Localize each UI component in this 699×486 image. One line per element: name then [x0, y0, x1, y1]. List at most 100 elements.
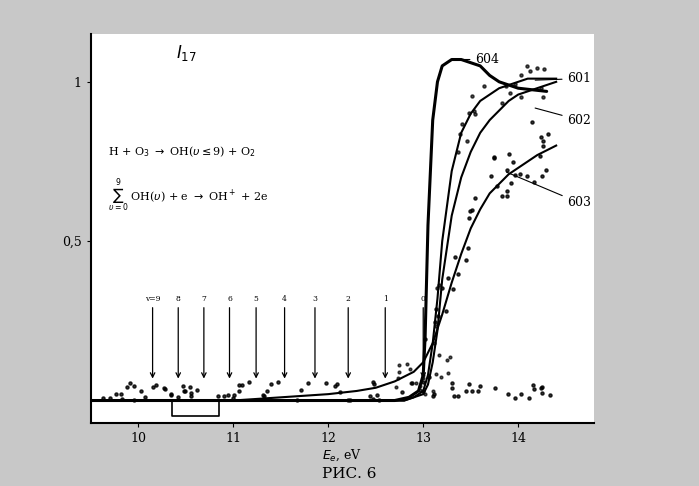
Text: 603: 603: [507, 172, 591, 209]
Text: $I_{17}$: $I_{17}$: [176, 43, 197, 63]
Point: [417, 388, 428, 396]
Point: [428, 387, 439, 395]
Point: [415, 382, 426, 389]
Point: [502, 166, 513, 174]
Point: [150, 381, 161, 389]
Text: 4: 4: [282, 295, 287, 303]
Point: [521, 173, 533, 180]
Point: [433, 351, 445, 359]
Text: 0: 0: [421, 295, 426, 303]
Point: [496, 100, 507, 107]
Point: [538, 137, 549, 145]
Point: [428, 390, 440, 398]
Point: [233, 381, 245, 389]
Text: H + O$_3$ $\rightarrow$ OH($\upsilon$$\leq$9) + O$_2$: H + O$_3$ $\rightarrow$ OH($\upsilon$$\l…: [108, 145, 256, 159]
Text: 3: 3: [312, 295, 317, 303]
Point: [502, 187, 513, 194]
Point: [414, 385, 425, 393]
Point: [470, 110, 481, 118]
Point: [540, 166, 552, 174]
Point: [329, 382, 340, 390]
Point: [505, 179, 517, 187]
Point: [515, 71, 526, 79]
Point: [503, 390, 514, 398]
Point: [407, 380, 418, 387]
Point: [179, 387, 190, 395]
Point: [447, 379, 458, 387]
Point: [212, 392, 224, 400]
Point: [449, 253, 461, 260]
Point: [420, 390, 431, 398]
Point: [464, 207, 475, 215]
Point: [525, 67, 536, 74]
Point: [139, 393, 150, 401]
Point: [441, 357, 452, 364]
Point: [486, 172, 497, 179]
Point: [454, 130, 466, 138]
Point: [463, 380, 475, 388]
Point: [135, 387, 146, 395]
Point: [463, 244, 474, 252]
Point: [474, 382, 485, 390]
Point: [537, 142, 548, 150]
Point: [463, 109, 475, 117]
Point: [428, 339, 440, 347]
Point: [124, 379, 136, 387]
Point: [436, 284, 447, 292]
Point: [233, 387, 245, 395]
Point: [401, 360, 412, 367]
Text: v=9: v=9: [145, 295, 160, 303]
Point: [394, 361, 405, 368]
Point: [423, 373, 434, 381]
Point: [431, 284, 442, 292]
Point: [266, 380, 277, 388]
Point: [223, 391, 234, 399]
Point: [468, 107, 479, 115]
Point: [184, 383, 195, 391]
Point: [291, 396, 303, 404]
Point: [434, 281, 445, 289]
Point: [479, 82, 490, 90]
Point: [515, 390, 526, 398]
Point: [369, 380, 380, 387]
Point: [391, 383, 402, 391]
Point: [514, 171, 526, 178]
Point: [461, 387, 472, 395]
Point: [365, 392, 376, 400]
Text: $\sum_{\upsilon=0}^{9}$ OH($\upsilon$) + e $\rightarrow$ OH$^+$ + 2e: $\sum_{\upsilon=0}^{9}$ OH($\upsilon$) +…: [108, 178, 268, 215]
Point: [178, 387, 189, 395]
Point: [115, 390, 127, 398]
Point: [344, 397, 355, 404]
Point: [186, 389, 197, 397]
Point: [393, 374, 404, 382]
Point: [526, 118, 538, 126]
Point: [523, 394, 534, 402]
Point: [503, 150, 514, 158]
Point: [372, 391, 383, 399]
Point: [534, 152, 545, 160]
Point: [507, 158, 519, 166]
Point: [467, 92, 478, 100]
Point: [528, 178, 540, 186]
Point: [461, 137, 473, 145]
Point: [542, 130, 554, 138]
Point: [532, 64, 543, 72]
Point: [257, 391, 268, 399]
Point: [430, 318, 441, 326]
Point: [527, 381, 538, 389]
Point: [178, 382, 189, 390]
Point: [431, 322, 442, 330]
Point: [166, 390, 177, 398]
Point: [147, 382, 159, 390]
Point: [442, 369, 454, 377]
Point: [227, 395, 238, 402]
Point: [394, 368, 405, 376]
Point: [185, 392, 196, 400]
Point: [417, 378, 428, 385]
Point: [243, 378, 254, 386]
Point: [334, 388, 345, 396]
Point: [332, 380, 343, 388]
Point: [448, 285, 459, 293]
Point: [537, 93, 548, 101]
Point: [500, 82, 512, 89]
